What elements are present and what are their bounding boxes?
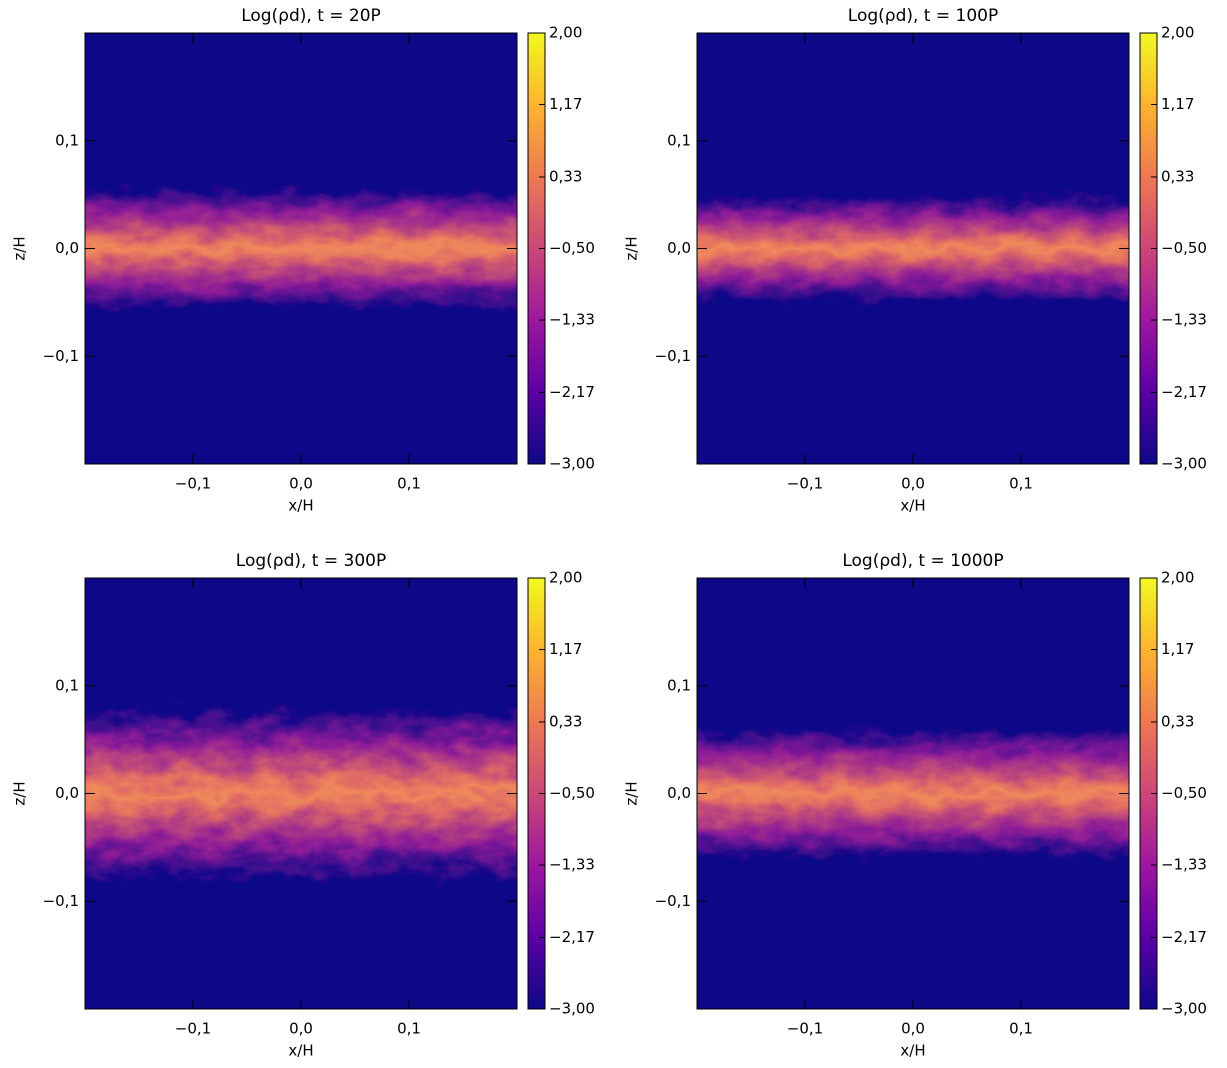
y-tick-label: −0,1	[655, 892, 691, 910]
y-tick-label: −0,1	[655, 347, 691, 365]
y-tick-label: 0,0	[667, 784, 691, 802]
colorbar-tick-label: −0,50	[549, 784, 595, 802]
colorbar-tick-label: −2,17	[1161, 928, 1207, 946]
dust-layer	[85, 708, 517, 879]
colorbar-tick-label: −1,33	[549, 856, 595, 874]
colorbar-tick-label: 2,00	[1161, 24, 1194, 42]
x-axis-label: x/H	[288, 1042, 313, 1060]
colorbar-tick-label: −3,00	[1161, 455, 1207, 473]
colorbar-tick-label: −3,00	[1161, 1000, 1207, 1018]
plot-area	[697, 578, 1129, 1009]
plot-area	[697, 33, 1129, 464]
x-axis-label: x/H	[900, 1042, 925, 1060]
colorbar-tick-label: 0,33	[1161, 167, 1194, 185]
colorbar-tick-label: 0,33	[549, 712, 582, 730]
x-tick-label: −0,1	[787, 1020, 823, 1038]
colorbar-tick-label: −0,50	[1161, 784, 1207, 802]
colorbar-tick-label: −0,50	[1161, 239, 1207, 257]
colorbar-tick-label: 0,33	[549, 167, 582, 185]
panel-title: Log(ρd), t = 300P	[236, 551, 386, 571]
y-axis-label: z/H	[11, 236, 29, 260]
colorbar-tick-label: −2,17	[549, 928, 595, 946]
x-tick-label: 0,1	[1009, 1020, 1033, 1038]
colorbar-tick-label: −3,00	[549, 455, 595, 473]
y-tick-label: 0,0	[55, 239, 79, 257]
colorbar-tick-label: −3,00	[549, 1000, 595, 1018]
x-tick-label: 0,0	[901, 1020, 925, 1038]
x-tick-label: −0,1	[175, 475, 211, 493]
colorbar-tick-label: 2,00	[549, 569, 582, 587]
colorbar-tick-label: −1,33	[1161, 311, 1207, 329]
y-tick-label: 0,0	[667, 239, 691, 257]
x-tick-label: 0,1	[397, 1020, 421, 1038]
colorbar-tick-label: 1,17	[1161, 95, 1194, 113]
y-tick-label: 0,1	[667, 131, 691, 149]
colorbar-tick-label: 1,17	[1161, 640, 1194, 658]
y-tick-label: −0,1	[43, 892, 79, 910]
y-tick-label: −0,1	[43, 347, 79, 365]
x-axis-label: x/H	[288, 497, 313, 515]
y-tick-label: 0,0	[55, 784, 79, 802]
y-axis-label: z/H	[623, 781, 641, 805]
colorbar-tick-label: −1,33	[1161, 856, 1207, 874]
panel-title: Log(ρd), t = 100P	[848, 6, 998, 26]
dust-layer	[697, 728, 1129, 859]
y-axis-label: z/H	[623, 236, 641, 260]
y-tick-label: 0,1	[667, 676, 691, 694]
colorbar-tick-label: −1,33	[549, 311, 595, 329]
y-tick-label: 0,1	[55, 131, 79, 149]
x-tick-label: 0,0	[289, 1020, 313, 1038]
colorbar-tick-label: −0,50	[549, 239, 595, 257]
dust-layer	[85, 188, 517, 309]
x-tick-label: −0,1	[787, 475, 823, 493]
colorbar-tick-label: 1,17	[549, 640, 582, 658]
plot-area	[85, 578, 517, 1009]
x-axis-label: x/H	[900, 497, 925, 515]
x-tick-label: 0,0	[901, 475, 925, 493]
dust-layer	[697, 196, 1129, 301]
x-tick-label: 0,1	[397, 475, 421, 493]
x-tick-label: −0,1	[175, 1020, 211, 1038]
colorbar-tick-label: −2,17	[549, 383, 595, 401]
y-axis-label: z/H	[11, 781, 29, 805]
x-tick-label: 0,1	[1009, 475, 1033, 493]
panel-title: Log(ρd), t = 1000P	[842, 551, 1003, 571]
colorbar-tick-label: 2,00	[1161, 569, 1194, 587]
colorbar-tick-label: 0,33	[1161, 712, 1194, 730]
panel-title: Log(ρd), t = 20P	[241, 6, 381, 26]
colorbar-tick-label: 2,00	[549, 24, 582, 42]
y-tick-label: 0,1	[55, 676, 79, 694]
colorbar-tick-label: −2,17	[1161, 383, 1207, 401]
x-tick-label: 0,0	[289, 475, 313, 493]
colorbar-tick-label: 1,17	[549, 95, 582, 113]
plot-area	[85, 33, 517, 464]
